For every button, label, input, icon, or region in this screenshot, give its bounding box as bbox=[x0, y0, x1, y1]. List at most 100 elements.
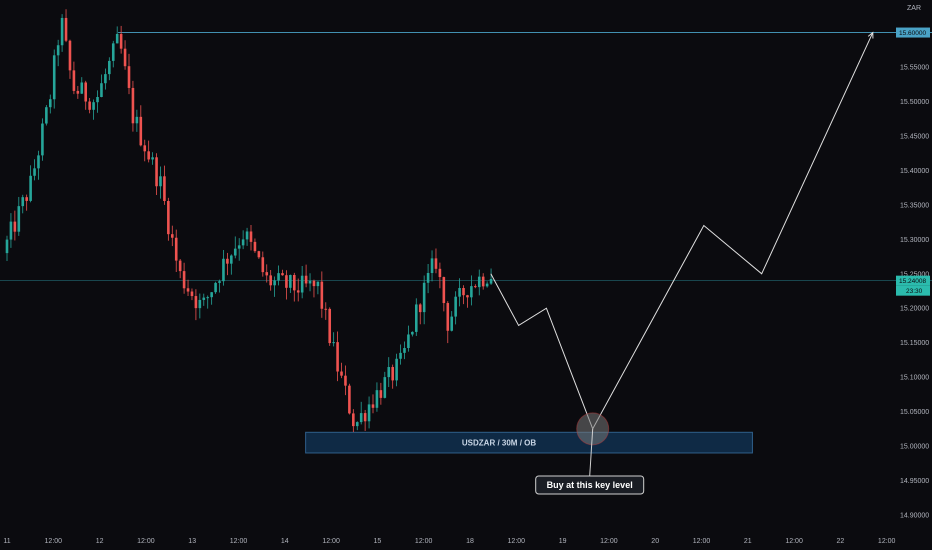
candle-body bbox=[257, 251, 261, 258]
order-block-layer: USDZAR / 30M / OB bbox=[305, 431, 753, 454]
candle-body bbox=[446, 303, 450, 331]
candle-body bbox=[9, 221, 13, 240]
time-tick-label: 15 bbox=[374, 538, 382, 545]
projection-arrow-head bbox=[867, 31, 874, 39]
candle-body bbox=[344, 375, 347, 386]
candle-body bbox=[37, 155, 40, 169]
time-tick-label: 13 bbox=[188, 538, 196, 545]
candle-body bbox=[395, 358, 398, 381]
candle-body bbox=[143, 145, 147, 152]
candle-body bbox=[218, 281, 221, 283]
candle-body bbox=[320, 281, 324, 309]
candle-body bbox=[450, 316, 454, 331]
candle-body bbox=[233, 248, 237, 256]
candle-body bbox=[186, 288, 190, 292]
candle-body bbox=[265, 272, 269, 276]
candle-body bbox=[127, 66, 131, 88]
candle-body bbox=[230, 255, 233, 264]
price-tick-label: 15.05000 bbox=[900, 409, 929, 416]
candle-body bbox=[300, 275, 304, 293]
candle-body bbox=[418, 304, 422, 313]
candle-body bbox=[41, 123, 44, 156]
price-tick-label: 15.35000 bbox=[900, 202, 929, 209]
candle-body bbox=[88, 101, 91, 110]
candle-body bbox=[84, 82, 88, 102]
time-tick-label: 18 bbox=[466, 538, 474, 545]
price-tick-label: 15.50000 bbox=[900, 99, 929, 106]
candle-body bbox=[458, 287, 461, 297]
candle-body bbox=[375, 390, 379, 408]
time-tick-label: 12:00 bbox=[878, 538, 896, 545]
candle-body bbox=[13, 221, 17, 232]
current-price-tag bbox=[896, 275, 930, 286]
price-axis[interactable]: ZAR 15.55000 15.50000 15.45000 15.40000 15.3… bbox=[900, 5, 929, 520]
candle-body bbox=[359, 413, 363, 423]
candle-body bbox=[104, 74, 107, 84]
candle-body bbox=[462, 287, 465, 296]
candle-body bbox=[387, 367, 391, 378]
candle-body bbox=[241, 239, 245, 246]
candle-body bbox=[292, 274, 296, 291]
candle-body bbox=[434, 258, 438, 269]
candle-body bbox=[222, 258, 225, 282]
candle-body bbox=[348, 385, 351, 414]
order-block-zone[interactable] bbox=[305, 431, 753, 454]
candle-body bbox=[108, 60, 111, 75]
candle-body bbox=[403, 348, 406, 353]
candle-body bbox=[170, 234, 174, 238]
candle-body bbox=[426, 273, 430, 283]
time-axis[interactable]: 11 12:00 12 12:00 13 12:00 14 12:00 15 12:00 18 12:… bbox=[3, 538, 895, 545]
candle-body bbox=[64, 17, 68, 41]
candle-body bbox=[135, 116, 139, 124]
candle-body bbox=[289, 274, 292, 288]
candle-body bbox=[422, 282, 426, 313]
time-tick-label: 20 bbox=[651, 538, 659, 545]
candle-body bbox=[352, 413, 355, 427]
price-tick-label: 14.95000 bbox=[900, 478, 929, 485]
callout-box[interactable] bbox=[535, 475, 645, 495]
countdown-label: 23:30 bbox=[906, 288, 923, 295]
level-lines bbox=[0, 32, 932, 282]
candle-body bbox=[33, 168, 36, 176]
candle-body bbox=[273, 280, 276, 286]
candle-body bbox=[182, 271, 186, 289]
time-tick-label: 12:00 bbox=[415, 538, 433, 545]
time-tick-label: 12:00 bbox=[693, 538, 711, 545]
resistance-price-tag bbox=[896, 27, 930, 38]
time-tick-label: 12:00 bbox=[230, 538, 248, 545]
candle-body bbox=[261, 257, 265, 273]
candle-body bbox=[296, 290, 300, 293]
candle-body bbox=[25, 197, 28, 201]
candle-body bbox=[466, 295, 469, 298]
candle-body bbox=[159, 176, 162, 187]
candle-body bbox=[371, 404, 375, 408]
candle-body bbox=[72, 70, 76, 91]
candle-body bbox=[312, 280, 316, 287]
candle-body bbox=[411, 331, 414, 335]
candle-body bbox=[151, 157, 154, 160]
price-tags: 15.60000 15.24008 23:30 bbox=[896, 27, 930, 296]
currency-label: ZAR bbox=[907, 5, 921, 12]
callout-text: Buy at this key level bbox=[547, 480, 633, 490]
price-tick-label: 15.55000 bbox=[900, 65, 929, 72]
order-block-label: USDZAR / 30M / OB bbox=[462, 439, 536, 448]
price-tick-label: 14.90000 bbox=[900, 513, 929, 520]
candle-body bbox=[489, 278, 493, 284]
time-tick-label: 21 bbox=[744, 538, 752, 545]
candle-body bbox=[355, 422, 359, 427]
candle-body bbox=[285, 275, 288, 288]
candle-body bbox=[48, 99, 52, 108]
price-tick-label: 15.10000 bbox=[900, 375, 929, 382]
candle-body bbox=[214, 282, 217, 293]
time-tick-label: 11 bbox=[3, 538, 10, 545]
candle-body bbox=[17, 206, 21, 232]
candle-body bbox=[328, 308, 332, 344]
candle-body bbox=[237, 245, 241, 249]
candle-body bbox=[336, 342, 339, 372]
candle-body bbox=[308, 280, 312, 284]
candle-body bbox=[131, 87, 135, 124]
candle-body bbox=[470, 286, 473, 298]
callout-stem bbox=[589, 428, 594, 477]
